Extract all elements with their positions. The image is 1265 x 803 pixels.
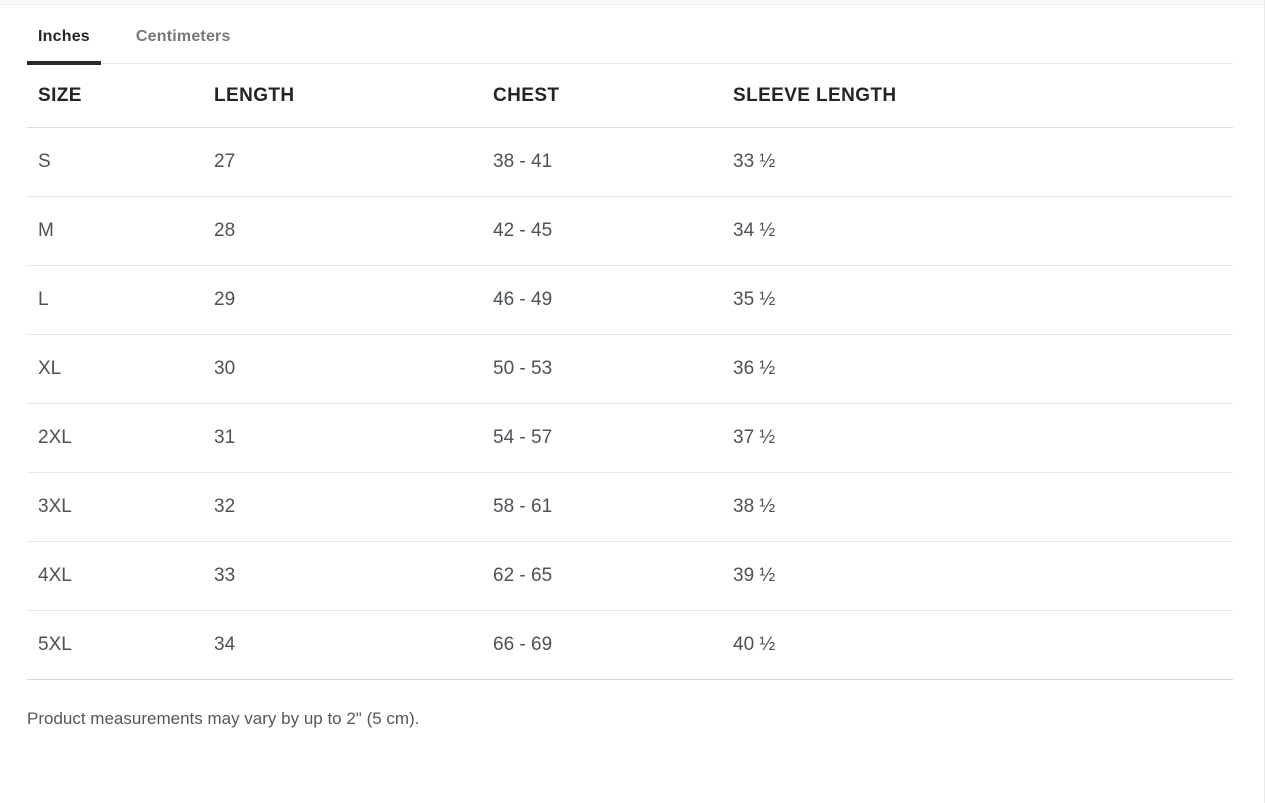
table-row: XL 30 50 - 53 36 ½	[27, 334, 1233, 404]
units-tabbar: Inches Centimeters	[27, 19, 1233, 65]
cell-sleeve-length: 34 ½	[722, 196, 1233, 266]
cell-sleeve-length: 35 ½	[722, 265, 1233, 335]
column-header-length: LENGTH	[203, 64, 482, 128]
cell-sleeve-length: 38 ½	[722, 472, 1233, 542]
measurement-disclaimer: Product measurements may vary by up to 2…	[27, 709, 420, 728]
cell-chest: 38 - 41	[482, 127, 722, 197]
cell-chest: 62 - 65	[482, 541, 722, 611]
table-row: S 27 38 - 41 33 ½	[27, 127, 1233, 197]
table-row: 4XL 33 62 - 65 39 ½	[27, 541, 1233, 611]
cell-sleeve-length: 40 ½	[722, 610, 1233, 680]
size-chart-table: SIZE LENGTH CHEST SLEEVE LENGTH S 27 38 - …	[27, 64, 1233, 680]
cell-length: 27	[203, 127, 482, 197]
cell-size: S	[27, 127, 203, 197]
cell-size: 4XL	[27, 541, 203, 611]
cell-length: 28	[203, 196, 482, 266]
top-divider	[0, 0, 1265, 5]
table-row: 5XL 34 66 - 69 40 ½	[27, 610, 1233, 680]
size-table-body: S 27 38 - 41 33 ½ M 28 42 - 45 34 ½ L 29 46 - 49 35…	[27, 127, 1233, 680]
cell-length: 33	[203, 541, 482, 611]
cell-chest: 66 - 69	[482, 610, 722, 680]
cell-length: 29	[203, 265, 482, 335]
cell-size: 5XL	[27, 610, 203, 680]
cell-size: L	[27, 265, 203, 335]
cell-chest: 42 - 45	[482, 196, 722, 266]
cell-length: 31	[203, 403, 482, 473]
cell-sleeve-length: 37 ½	[722, 403, 1233, 473]
column-header-size: SIZE	[27, 64, 203, 128]
cell-length: 32	[203, 472, 482, 542]
cell-length: 34	[203, 610, 482, 680]
tab-centimeters[interactable]: Centimeters	[135, 28, 231, 45]
table-row: 3XL 32 58 - 61 38 ½	[27, 472, 1233, 542]
cell-size: XL	[27, 334, 203, 404]
table-header-row: SIZE LENGTH CHEST SLEEVE LENGTH	[27, 64, 1233, 128]
tab-inches[interactable]: Inches	[27, 19, 101, 65]
column-header-sleeve-length: SLEEVE LENGTH	[722, 64, 1233, 128]
table-row: L 29 46 - 49 35 ½	[27, 265, 1233, 335]
cell-sleeve-length: 39 ½	[722, 541, 1233, 611]
cell-chest: 58 - 61	[482, 472, 722, 542]
cell-sleeve-length: 33 ½	[722, 127, 1233, 197]
cell-chest: 46 - 49	[482, 265, 722, 335]
cell-sleeve-length: 36 ½	[722, 334, 1233, 404]
cell-chest: 54 - 57	[482, 403, 722, 473]
cell-size: 3XL	[27, 472, 203, 542]
cell-chest: 50 - 53	[482, 334, 722, 404]
column-header-chest: CHEST	[482, 64, 722, 128]
cell-size: 2XL	[27, 403, 203, 473]
table-row: 2XL 31 54 - 57 37 ½	[27, 403, 1233, 473]
table-row: M 28 42 - 45 34 ½	[27, 196, 1233, 266]
cell-length: 30	[203, 334, 482, 404]
cell-size: M	[27, 196, 203, 266]
